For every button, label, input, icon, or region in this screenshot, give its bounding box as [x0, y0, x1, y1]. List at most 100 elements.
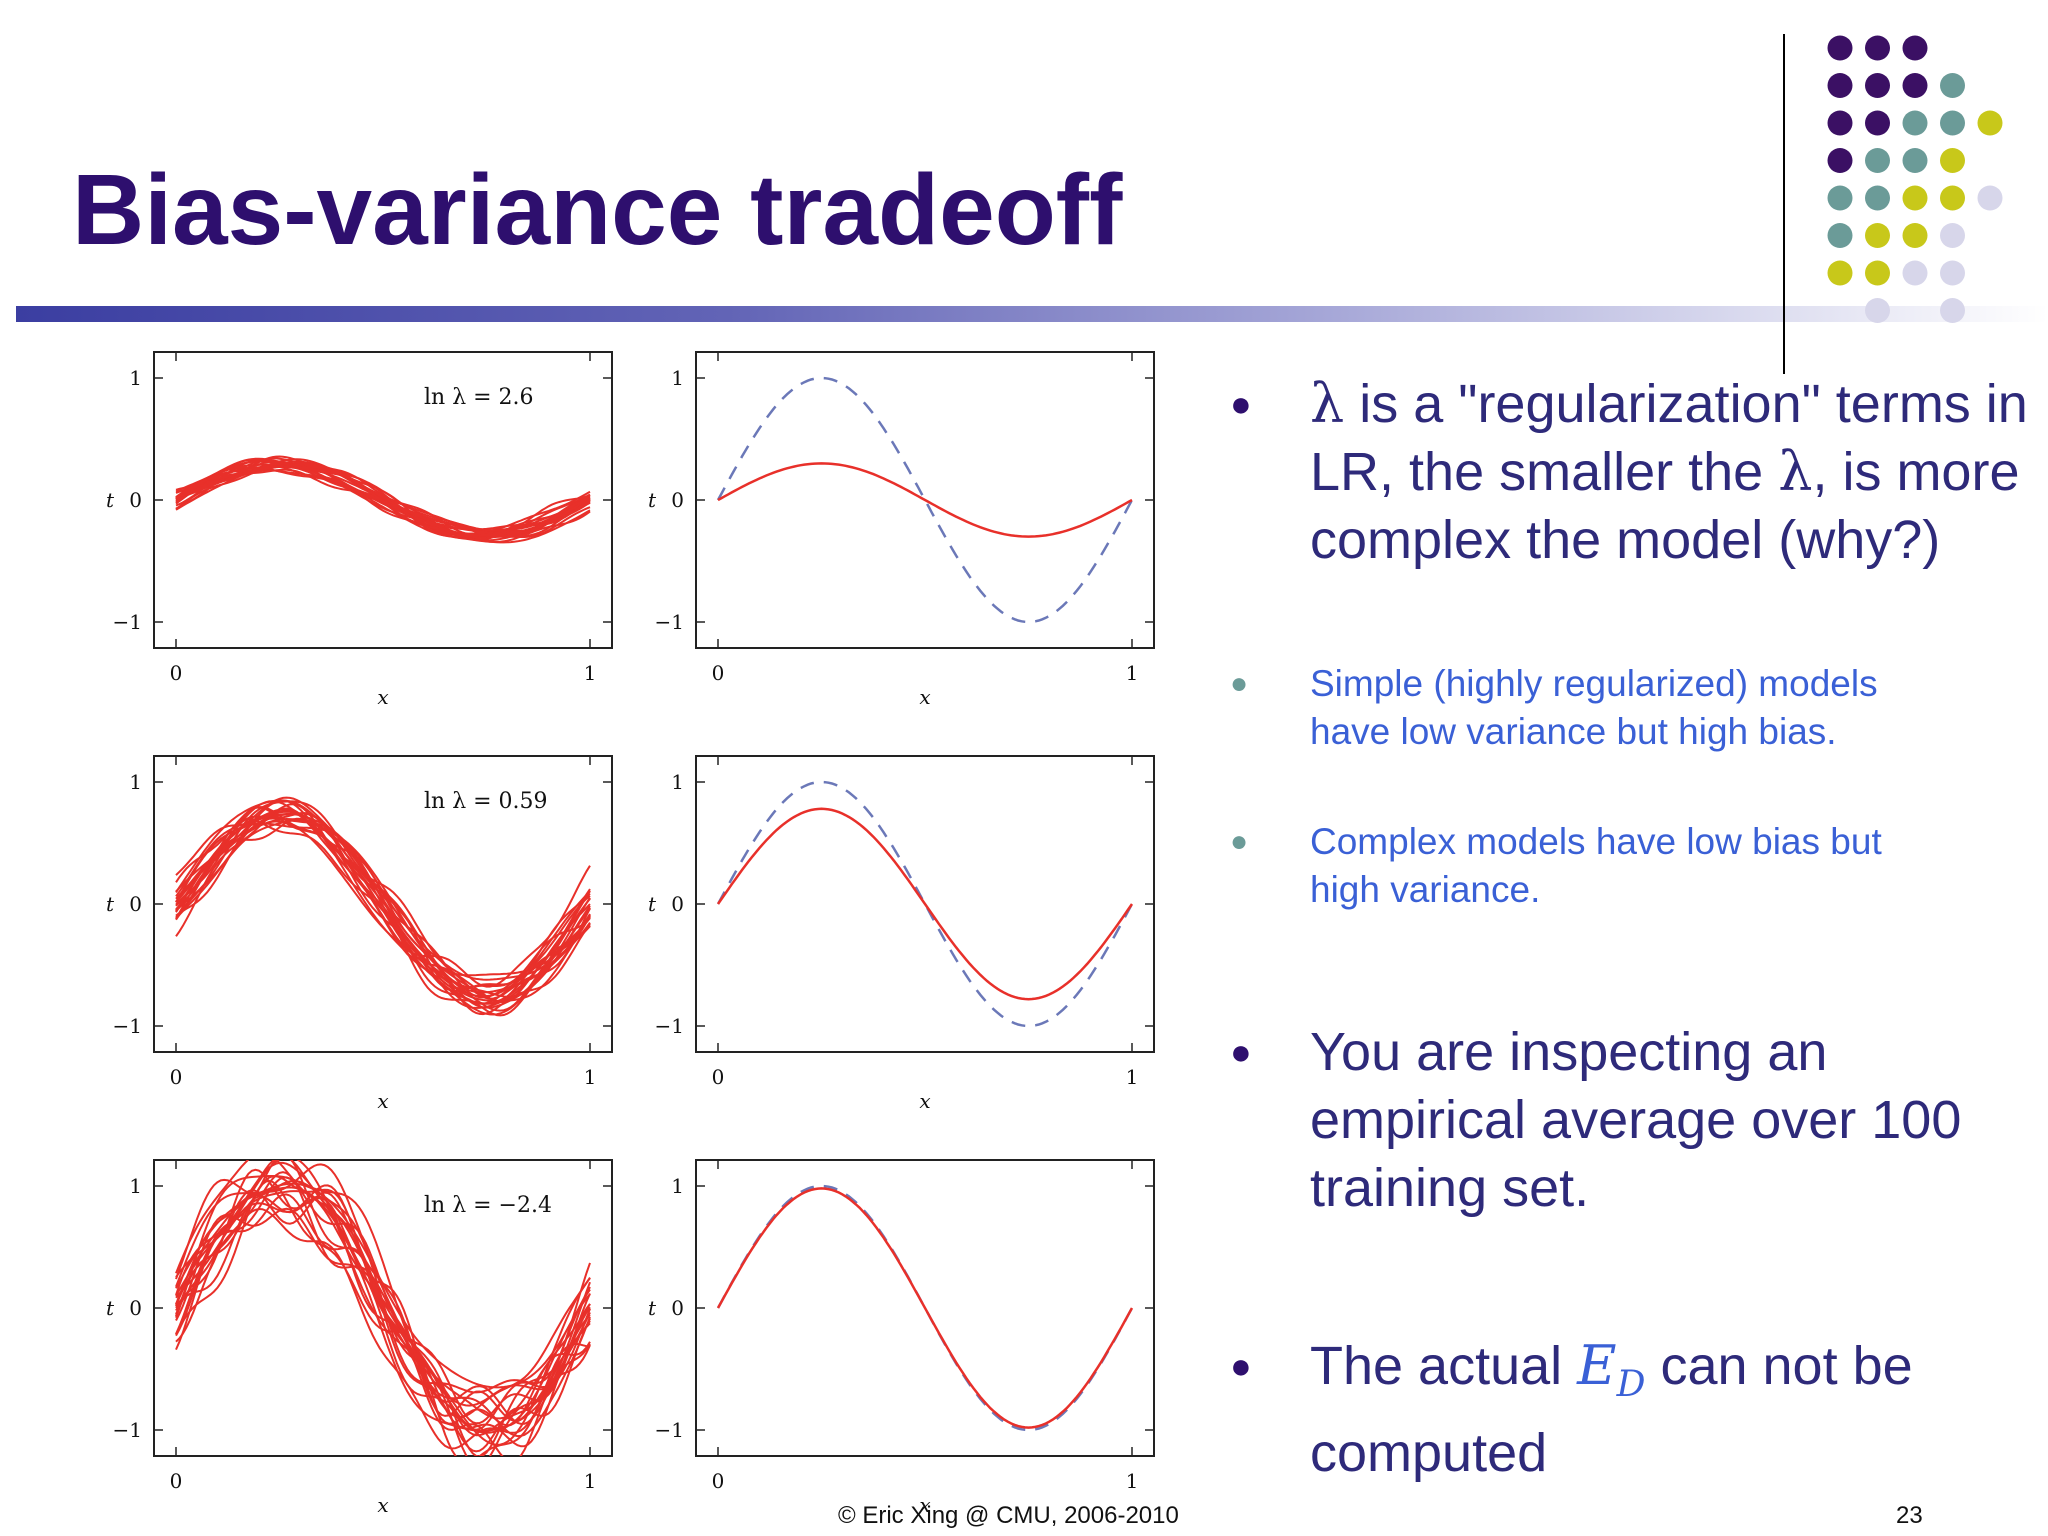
- decorative-dot: [1865, 73, 1890, 98]
- plot-area: [175, 796, 591, 1017]
- y-tick-label: −1: [655, 1418, 684, 1442]
- decorative-dot: [1940, 148, 1965, 173]
- y-tick-label: 0: [671, 488, 684, 512]
- x-axis-label: x: [377, 1089, 388, 1113]
- decorative-dot: [1940, 110, 1965, 136]
- decorative-dot: [1827, 223, 1853, 248]
- decorative-dot: [1940, 73, 1965, 98]
- plot-area: [175, 455, 591, 544]
- decorative-dot: [1865, 35, 1890, 61]
- decorative-dot: [1865, 260, 1890, 286]
- decorative-dot: [1827, 148, 1853, 173]
- y-tick-label: 1: [671, 770, 684, 794]
- y-tick-label: 0: [129, 892, 142, 916]
- sub-bullet-dot-icon: ●: [1230, 825, 1249, 858]
- decorative-dot: [1977, 185, 2003, 211]
- plot-area: [716, 1184, 1134, 1432]
- title-underline: [16, 306, 2048, 322]
- page-number: 23: [1896, 1502, 1923, 1529]
- decorative-dot: [1865, 223, 1890, 248]
- decorative-dot: [1827, 73, 1853, 98]
- x-tick-label: 1: [584, 661, 597, 685]
- x-tick-label: 0: [170, 661, 183, 685]
- fit-curve: [175, 1195, 591, 1456]
- decorative-dot: [1865, 185, 1890, 211]
- x-tick-label: 1: [1126, 661, 1139, 685]
- y-tick-label: 1: [671, 366, 684, 390]
- y-axis-label: t: [648, 488, 657, 512]
- decorative-dot: [1827, 35, 1853, 61]
- decorative-dot: [1940, 260, 1965, 286]
- ed-symbol: ED: [1577, 1334, 1646, 1405]
- y-axis-label: t: [106, 488, 115, 512]
- sub-bullet-dot-icon: ●: [1230, 667, 1249, 700]
- fit-curve: [175, 465, 591, 538]
- x-tick-label: 0: [170, 1469, 183, 1493]
- lambda-annotation: ln λ = 0.59: [424, 789, 548, 814]
- fit-curve: [175, 822, 591, 977]
- y-tick-label: 1: [129, 366, 142, 390]
- slide-title: Bias-variance tradeoff: [72, 154, 1123, 266]
- x-axis-label: x: [919, 1493, 930, 1517]
- plot-area: [175, 1160, 591, 1456]
- decorative-dot: [1865, 148, 1890, 173]
- fit-curve: [175, 1189, 591, 1422]
- bullet-dot-icon: ●: [1230, 1345, 1252, 1386]
- fit-curve: [175, 817, 591, 981]
- y-axis-label: t: [648, 1296, 657, 1320]
- average-fit-curve: [716, 1187, 1134, 1429]
- y-tick-label: −1: [113, 610, 142, 634]
- y-tick-label: 1: [671, 1174, 684, 1198]
- true-function-curve: [716, 1184, 1134, 1432]
- x-axis-label: x: [377, 1493, 388, 1517]
- fit-curve: [175, 1175, 591, 1407]
- bias-variance-plots: 1 0 −1 0 1 x t ln λ = 2.6 1 0 −1 0 1 x t 1 0 −1 0 1 x t ln λ =…: [106, 351, 1155, 1517]
- decorative-dot: [1902, 223, 1928, 248]
- plot-panel: 1 0 −1 0 1 x t: [648, 351, 1155, 709]
- x-axis-label: x: [919, 685, 930, 709]
- y-axis-label: t: [106, 1296, 115, 1320]
- decorative-dot: [1940, 223, 1965, 248]
- footer-copyright: © Eric Xing @ CMU, 2006-2010: [838, 1502, 1179, 1529]
- decorative-dot: [1977, 110, 2003, 136]
- decorative-dot: [1902, 35, 1928, 61]
- y-tick-label: −1: [655, 610, 684, 634]
- y-tick-label: −1: [113, 1014, 142, 1038]
- x-axis-label: x: [919, 1089, 930, 1113]
- plot-panel: 1 0 −1 0 1 x t ln λ = 0.59: [106, 755, 613, 1113]
- x-tick-label: 0: [712, 1469, 725, 1493]
- y-tick-label: 0: [671, 1296, 684, 1320]
- average-fit-curve: [716, 807, 1134, 1001]
- fit-curve: [175, 465, 591, 531]
- y-tick-label: 1: [129, 1174, 142, 1198]
- x-tick-label: 0: [170, 1065, 183, 1089]
- y-tick-label: 0: [129, 1296, 142, 1320]
- fit-curve: [175, 811, 591, 1017]
- plot-area: [716, 780, 1134, 1028]
- fit-curve: [175, 818, 591, 1003]
- true-function-curve: [716, 780, 1134, 1028]
- x-tick-label: 1: [584, 1469, 597, 1493]
- decorative-dot: [1865, 110, 1890, 136]
- plot-panel: 1 0 −1 0 1 x t: [648, 1159, 1155, 1517]
- fit-curve: [175, 1171, 591, 1456]
- decorative-dot: [1902, 260, 1928, 286]
- lambda-annotation: ln λ = −2.4: [424, 1193, 552, 1218]
- decorative-dot: [1902, 110, 1928, 136]
- header-divider-line: [1783, 34, 1785, 374]
- plot-panel: 1 0 −1 0 1 x t ln λ = −2.4: [106, 1159, 613, 1517]
- decorative-dot: [1902, 185, 1928, 211]
- plot-panel: 1 0 −1 0 1 x t ln λ = 2.6: [106, 351, 613, 709]
- y-tick-label: 0: [129, 488, 142, 512]
- fit-curve: [175, 1160, 591, 1446]
- y-tick-label: −1: [655, 1014, 684, 1038]
- decorative-dot: [1827, 185, 1853, 211]
- x-tick-label: 0: [712, 1065, 725, 1089]
- decorative-dot: [1827, 110, 1853, 136]
- plot-area: [716, 376, 1134, 624]
- x-tick-label: 1: [1126, 1065, 1139, 1089]
- decorative-dot: [1902, 148, 1928, 173]
- decorative-dot: [1940, 185, 1965, 211]
- fit-curve: [175, 1193, 591, 1453]
- bullet-text: λ is a "regularization" terms in LR, the…: [1310, 372, 2028, 570]
